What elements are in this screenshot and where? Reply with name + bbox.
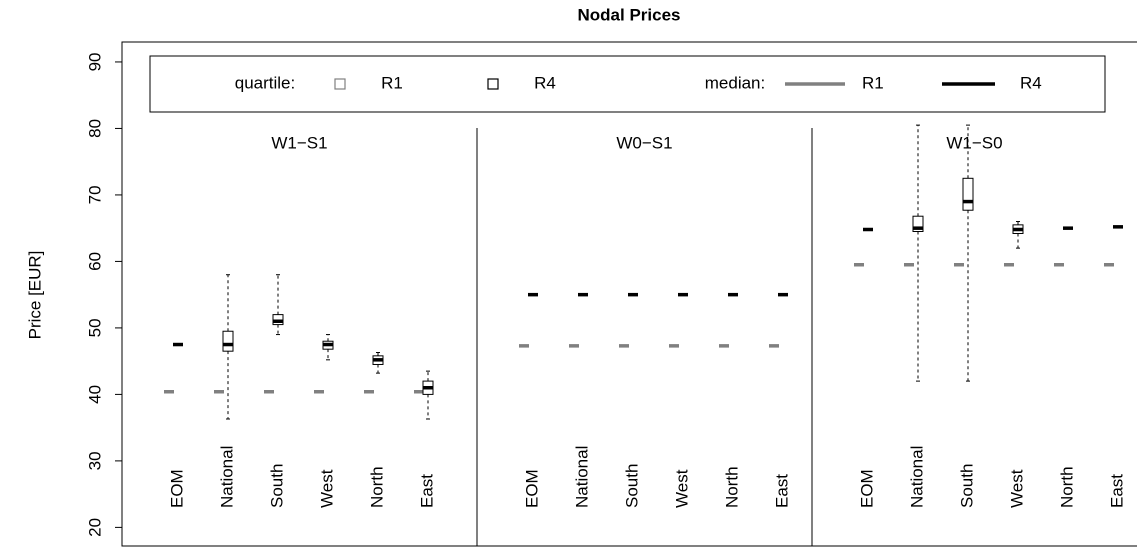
- legend-swatch: [487, 78, 499, 90]
- y-tick-label: 20: [85, 518, 104, 537]
- plot-frame: [121, 41, 1137, 547]
- x-tick-label: North: [1057, 466, 1076, 508]
- legend-quartile-label: quartile:: [235, 73, 295, 92]
- x-tick-label: North: [367, 466, 386, 508]
- x-tick-label: North: [722, 466, 741, 508]
- legend-label: R1: [381, 73, 403, 92]
- box: [912, 215, 924, 232]
- legend-swatch: [334, 78, 346, 90]
- panel-title: W1−S1: [271, 133, 327, 152]
- legend-label: R4: [534, 73, 556, 92]
- x-tick-label: South: [622, 464, 641, 508]
- x-tick-label: National: [907, 446, 926, 508]
- y-tick-label: 70: [85, 185, 104, 204]
- x-tick-label: West: [672, 469, 691, 508]
- x-tick-label: South: [957, 464, 976, 508]
- y-tick-label: 40: [85, 385, 104, 404]
- x-tick-label: East: [772, 474, 791, 508]
- x-tick-label: East: [1107, 474, 1126, 508]
- x-tick-label: National: [572, 446, 591, 508]
- y-tick-label: 60: [85, 252, 104, 271]
- y-tick-label: 90: [85, 52, 104, 71]
- x-tick-label: National: [217, 446, 236, 508]
- y-axis-label: Price [EUR]: [25, 251, 44, 340]
- panel-title: W0−S1: [616, 133, 672, 152]
- x-tick-label: East: [417, 474, 436, 508]
- legend-label: R1: [862, 73, 884, 92]
- y-tick-label: 50: [85, 318, 104, 337]
- x-tick-label: EOM: [522, 469, 541, 508]
- x-tick-label: West: [317, 469, 336, 508]
- box: [962, 177, 974, 211]
- x-tick-label: South: [267, 464, 286, 508]
- y-tick-label: 30: [85, 451, 104, 470]
- panel-title: W1−S0: [946, 133, 1002, 152]
- legend-median-label: median:: [705, 73, 765, 92]
- legend-label: R4: [1020, 73, 1042, 92]
- x-tick-label: EOM: [857, 469, 876, 508]
- x-tick-label: West: [1007, 469, 1026, 508]
- x-tick-label: EOM: [167, 469, 186, 508]
- box: [222, 330, 234, 352]
- chart-title: Nodal Prices: [578, 5, 681, 24]
- y-tick-label: 80: [85, 119, 104, 138]
